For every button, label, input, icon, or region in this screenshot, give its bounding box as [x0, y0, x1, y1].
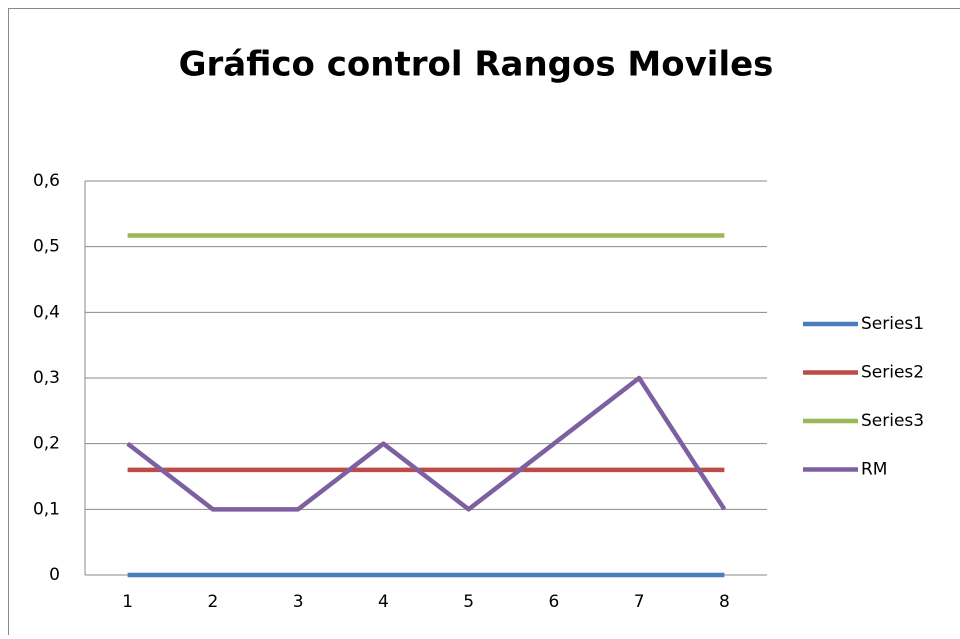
legend-label: Series3 — [861, 411, 924, 431]
y-tick-label: 0,4 — [33, 302, 60, 322]
y-tick-label: 0 — [49, 565, 60, 585]
x-tick-label: 8 — [719, 592, 730, 612]
y-tick-label: 0,1 — [33, 499, 60, 519]
y-tick-label: 0,5 — [33, 237, 60, 257]
x-tick-label: 1 — [122, 592, 133, 612]
x-tick-label: 4 — [378, 592, 389, 612]
chart-title: Gráfico control Rangos Moviles — [179, 45, 774, 85]
legend-label: Series1 — [861, 314, 924, 334]
x-tick-label: 2 — [207, 592, 218, 612]
y-tick-label: 0,6 — [33, 171, 60, 191]
y-tick-label: 0,3 — [33, 368, 60, 388]
x-tick-label: 7 — [634, 592, 645, 612]
x-tick-label: 3 — [293, 592, 304, 612]
legend-label: Series2 — [861, 363, 924, 383]
x-tick-label: 6 — [548, 592, 559, 612]
legend-label: RM — [861, 460, 887, 480]
y-tick-label: 0,2 — [33, 434, 60, 454]
x-tick-label: 5 — [463, 592, 474, 612]
